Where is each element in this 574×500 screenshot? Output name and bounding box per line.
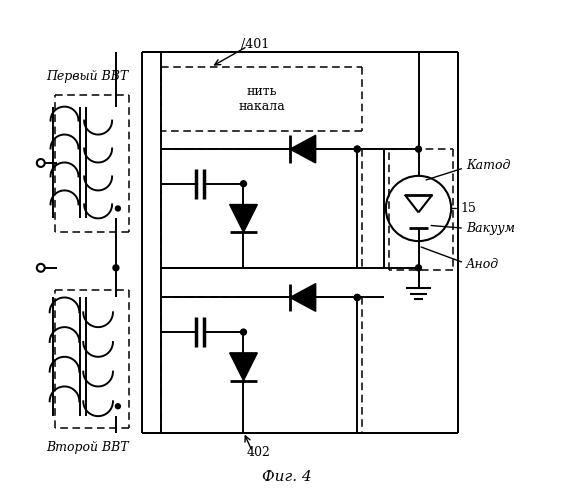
Circle shape	[113, 265, 119, 271]
Circle shape	[354, 294, 360, 300]
Circle shape	[115, 206, 121, 211]
Circle shape	[416, 265, 421, 271]
Text: Катод: Катод	[466, 160, 510, 172]
Polygon shape	[230, 204, 257, 232]
Text: Фиг. 4: Фиг. 4	[262, 470, 312, 484]
Circle shape	[354, 294, 360, 300]
Circle shape	[354, 146, 360, 152]
Polygon shape	[230, 353, 257, 380]
Circle shape	[241, 329, 246, 335]
Text: нить
накала: нить накала	[238, 85, 285, 113]
Text: Второй ВВТ: Второй ВВТ	[46, 442, 129, 454]
Circle shape	[241, 181, 246, 186]
Text: Вакуум: Вакуум	[466, 222, 515, 234]
Text: 15: 15	[460, 202, 476, 215]
Circle shape	[354, 146, 360, 152]
Circle shape	[115, 404, 121, 408]
Text: Первый ВВТ: Первый ВВТ	[46, 70, 129, 84]
Polygon shape	[290, 136, 316, 163]
Text: 402: 402	[246, 446, 270, 459]
Polygon shape	[290, 284, 316, 312]
Text: Анод: Анод	[466, 258, 499, 272]
Circle shape	[416, 146, 421, 152]
Text: /401: /401	[241, 38, 269, 51]
